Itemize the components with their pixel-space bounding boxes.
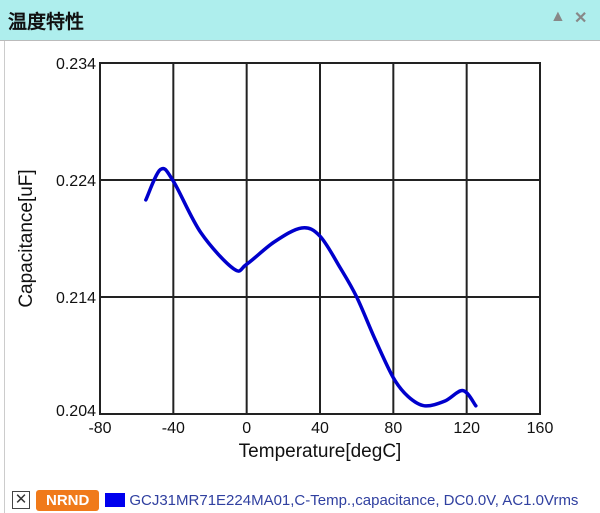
- triangle-up-icon[interactable]: ▲: [550, 8, 566, 25]
- x-tick-label: -80: [88, 420, 111, 437]
- temperature-chart: -80 -40 0 40 80 120 160 0.204 0.214 0.224 0.234 Tem…: [16, 56, 554, 462]
- remove-series-button[interactable]: ✕: [12, 491, 30, 509]
- x-tick-label: 40: [311, 420, 329, 437]
- x-tick-label: 160: [527, 420, 554, 437]
- panel-title: 温度特性: [8, 12, 85, 33]
- capacitance-series-line: [144, 166, 478, 408]
- x-tick-label: 120: [453, 420, 480, 437]
- x-tick-label: 80: [384, 420, 402, 437]
- y-axis-label: Capacitance[uF]: [16, 169, 37, 307]
- x-tick-label: -40: [162, 420, 185, 437]
- close-icon[interactable]: ✕: [574, 10, 588, 27]
- x-axis-label: Temperature[degC]: [239, 441, 402, 462]
- series-swatch: [105, 493, 126, 507]
- legend: ✕ NRND GCJ31MR71E224MA01,C-Temp.,capacit…: [12, 489, 578, 511]
- nrnd-badge: NRND: [36, 489, 100, 511]
- y-tick-label: 0.204: [56, 403, 96, 420]
- y-tick-label: 0.214: [56, 290, 96, 307]
- series-label: GCJ31MR71E224MA01,C-Temp.,capacitance, D…: [129, 491, 579, 509]
- title-bar: 温度特性 ▲ ✕: [0, 0, 600, 41]
- y-tick-label: 0.224: [56, 173, 96, 190]
- chart-panel: [4, 0, 600, 513]
- y-tick-label: 0.234: [56, 56, 96, 73]
- x-tick-label: 0: [242, 420, 251, 437]
